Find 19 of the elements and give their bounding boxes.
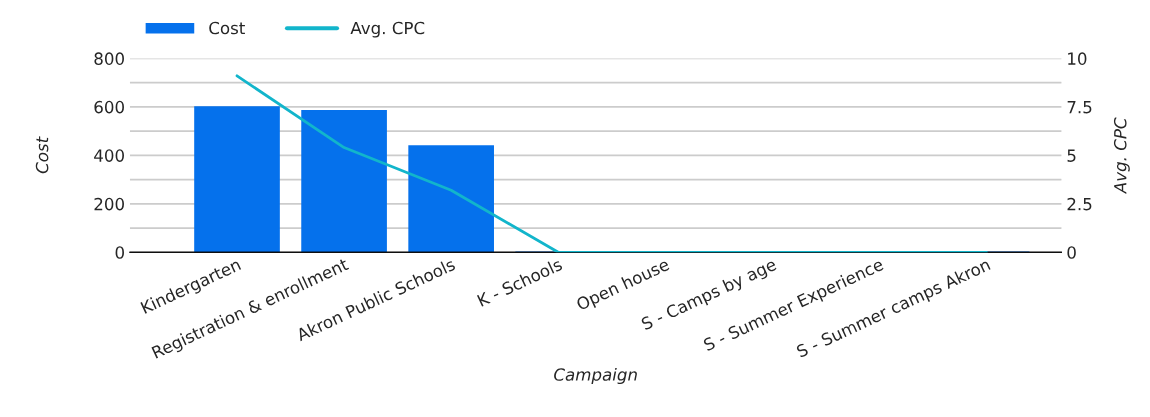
y2-tick-label: 0: [1067, 246, 1076, 259]
bar: [301, 110, 387, 253]
y2-tick-label: 7.5: [1067, 101, 1092, 114]
bar: [408, 145, 494, 253]
y-tick-label: 800: [94, 52, 124, 65]
y2-axis-title: Avg. CPC: [1113, 117, 1130, 195]
y-tick-label: 600: [94, 100, 124, 114]
bar: [194, 106, 280, 253]
y2-tick-label: 10: [1068, 52, 1087, 65]
y-tick-label: 0: [115, 246, 124, 259]
y-tick-label: 400: [94, 149, 124, 162]
y-axis-title: Cost: [35, 136, 49, 174]
legend-label: Cost: [209, 21, 245, 35]
y2-tick-label: 2.5: [1067, 197, 1092, 211]
y2-tick-label: 5: [1067, 149, 1076, 162]
y-tick-label: 200: [94, 197, 124, 211]
legend-label: Avg. CPC: [350, 21, 425, 38]
line-series: [235, 74, 988, 253]
x-axis-title: Campaign: [554, 367, 637, 385]
